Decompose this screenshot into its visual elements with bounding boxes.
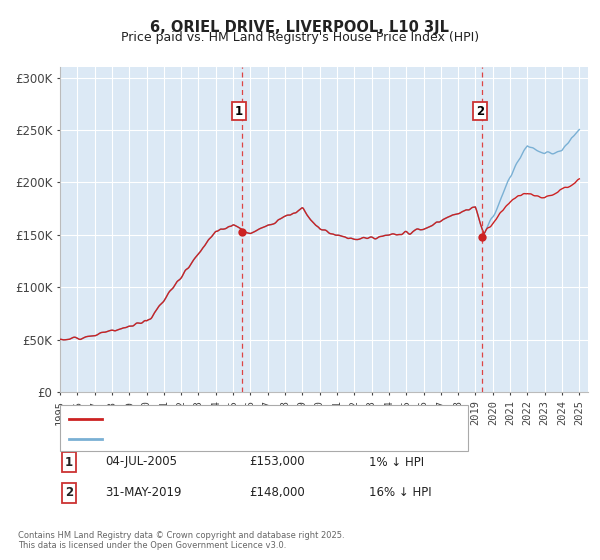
Text: 16% ↓ HPI: 16% ↓ HPI bbox=[369, 486, 431, 500]
Text: 2: 2 bbox=[65, 486, 73, 500]
Text: 2: 2 bbox=[476, 105, 484, 118]
Text: HPI: Average price, semi-detached house, Sefton: HPI: Average price, semi-detached house,… bbox=[108, 435, 376, 444]
Text: 1: 1 bbox=[235, 105, 243, 118]
Text: 1: 1 bbox=[65, 455, 73, 469]
Text: 6, ORIEL DRIVE, LIVERPOOL, L10 3JL: 6, ORIEL DRIVE, LIVERPOOL, L10 3JL bbox=[151, 20, 449, 35]
Text: Contains HM Land Registry data © Crown copyright and database right 2025.
This d: Contains HM Land Registry data © Crown c… bbox=[18, 530, 344, 550]
Text: £148,000: £148,000 bbox=[249, 486, 305, 500]
Text: 1% ↓ HPI: 1% ↓ HPI bbox=[369, 455, 424, 469]
Text: £153,000: £153,000 bbox=[249, 455, 305, 469]
Text: 31-MAY-2019: 31-MAY-2019 bbox=[105, 486, 182, 500]
Text: 6, ORIEL DRIVE, LIVERPOOL, L10 3JL (semi-detached house): 6, ORIEL DRIVE, LIVERPOOL, L10 3JL (semi… bbox=[108, 414, 436, 424]
Text: Price paid vs. HM Land Registry's House Price Index (HPI): Price paid vs. HM Land Registry's House … bbox=[121, 31, 479, 44]
Text: 04-JUL-2005: 04-JUL-2005 bbox=[105, 455, 177, 469]
